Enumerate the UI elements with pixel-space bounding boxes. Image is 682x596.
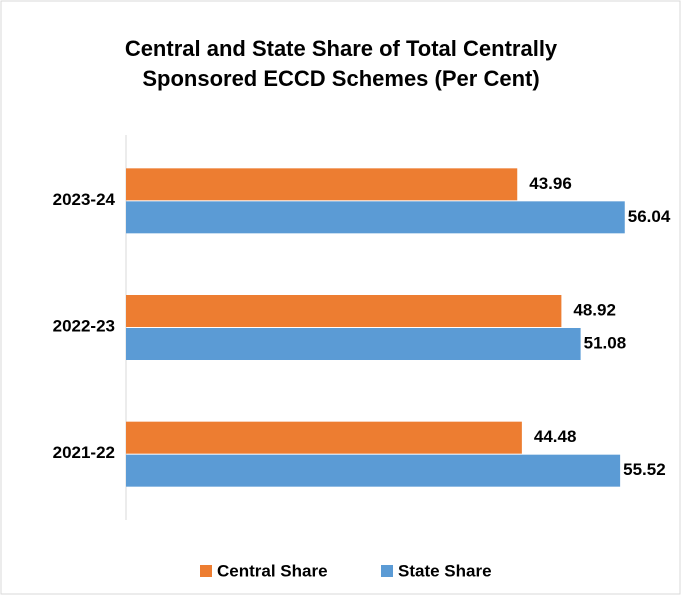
- bar: [126, 454, 621, 487]
- legend-swatch: [200, 565, 212, 577]
- bar: [126, 328, 581, 360]
- bar: [126, 201, 625, 234]
- bar: [126, 295, 562, 327]
- legend-label: State Share: [398, 561, 492, 580]
- data-label: 44.48: [534, 427, 577, 446]
- data-label: 48.92: [573, 300, 616, 319]
- chart-title: Central and State Share of Total Central…: [124, 36, 558, 91]
- legend-label: Central Share: [217, 561, 328, 580]
- bar: [126, 168, 518, 201]
- data-label: 56.04: [628, 207, 671, 226]
- data-label: 55.52: [623, 460, 666, 479]
- y-tick-label: 2022-23: [53, 316, 115, 335]
- y-tick-label: 2021-22: [53, 443, 115, 462]
- data-label: 51.08: [584, 333, 627, 352]
- legend-swatch: [381, 565, 393, 577]
- y-tick-label: 2023-24: [53, 190, 116, 209]
- bar: [126, 421, 522, 454]
- data-label: 43.96: [529, 174, 572, 193]
